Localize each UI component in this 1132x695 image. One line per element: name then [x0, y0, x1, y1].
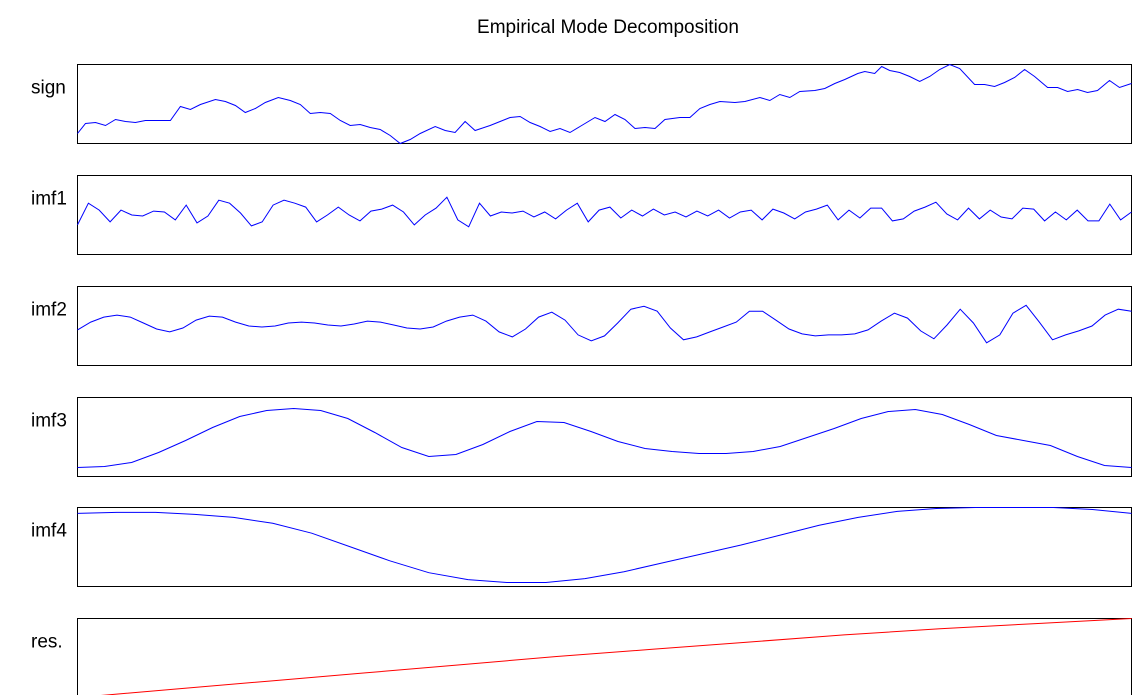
signal-line — [77, 507, 1132, 583]
panel-label: imf4 — [31, 521, 67, 542]
figure-title: Empirical Mode Decomposition — [477, 17, 739, 38]
panel-label: imf2 — [31, 300, 67, 321]
panel-frame — [77, 286, 1132, 366]
panel-frame — [77, 64, 1132, 144]
signal-line — [77, 63, 1132, 145]
signal-line — [77, 407, 1132, 468]
panel-label: sign — [31, 78, 66, 99]
panel-label: imf3 — [31, 411, 67, 432]
signal-line — [100, 618, 1132, 695]
signal-line — [77, 196, 1132, 228]
panel-frame — [77, 175, 1132, 255]
signal-line — [77, 304, 1132, 344]
panel-label: res. — [31, 632, 63, 653]
panel-label: imf1 — [31, 189, 67, 210]
